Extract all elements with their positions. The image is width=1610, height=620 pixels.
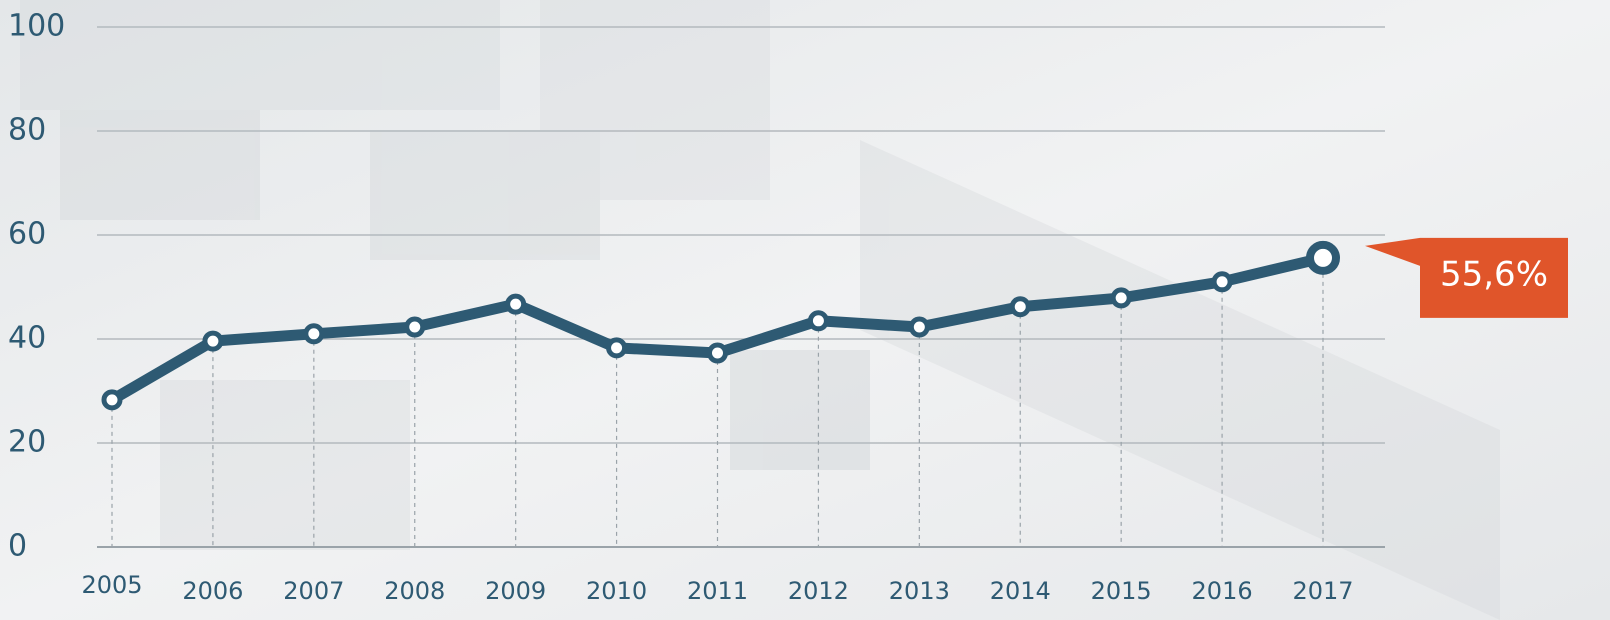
point — [707, 342, 728, 364]
x-tick-label: 2011 — [687, 577, 748, 605]
y-tick-label: 80 — [8, 113, 46, 148]
point — [1306, 240, 1340, 275]
y-tick-label: 100 — [8, 9, 65, 44]
point — [1211, 271, 1233, 293]
x-tick-label: 2008 — [384, 577, 445, 605]
point — [1009, 296, 1031, 318]
point — [606, 337, 628, 359]
value-label: 55,6% — [1440, 254, 1548, 294]
point — [1110, 287, 1132, 309]
x-tick-label: 2010 — [586, 577, 647, 605]
point — [404, 316, 426, 338]
y-tick-label: 40 — [8, 321, 46, 356]
x-tick-label: 2014 — [990, 577, 1051, 605]
x-tick-label: 2016 — [1192, 577, 1253, 605]
y-tick-label: 60 — [8, 217, 46, 252]
x-tick-label: 2009 — [485, 577, 546, 605]
x-tick-label: 2007 — [283, 577, 344, 605]
point — [908, 316, 930, 338]
point — [101, 389, 123, 411]
point — [202, 330, 224, 352]
x-tick-label: 2015 — [1091, 577, 1152, 605]
point — [807, 310, 829, 332]
point — [505, 293, 527, 315]
x-tick-label: 2013 — [889, 577, 950, 605]
y-tick-label: 0 — [8, 529, 27, 564]
x-tick-label: 2006 — [182, 577, 243, 605]
label-box — [1365, 237, 1568, 318]
x-tick-label: 2012 — [788, 577, 849, 605]
x-tick-label: 2005 — [81, 571, 142, 599]
point — [303, 323, 325, 345]
background-photo — [20, 0, 1500, 620]
x-tick-label: 2017 — [1292, 577, 1353, 605]
y-tick-label: 20 — [8, 425, 46, 460]
